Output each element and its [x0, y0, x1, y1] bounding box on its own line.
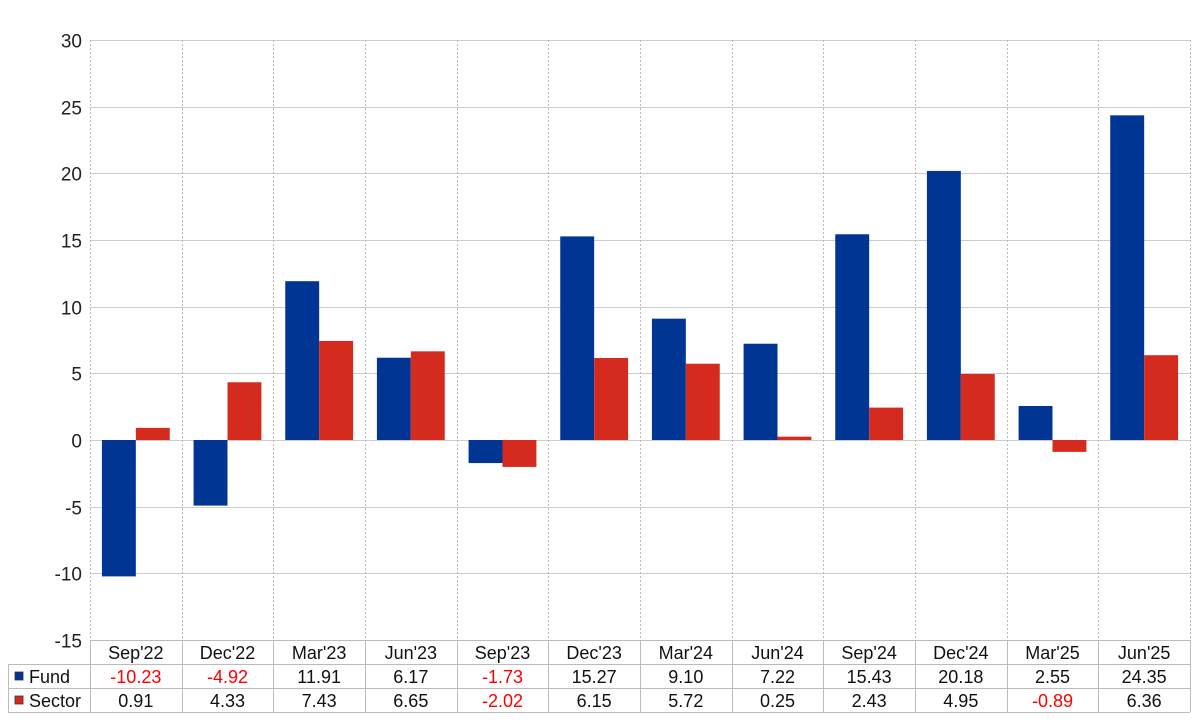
y-tick-label: 0 — [71, 432, 82, 453]
bar-fund — [1110, 115, 1145, 440]
bar-fund — [376, 357, 411, 440]
data-label-fund: 2.55 — [1035, 667, 1070, 687]
data-label-sector: 6.65 — [393, 691, 428, 711]
x-tick-label: Sep'23 — [475, 643, 531, 663]
bar-fund — [1018, 406, 1053, 440]
x-tick-label: Jun'23 — [385, 643, 437, 663]
bar-sector — [502, 440, 537, 467]
bar-fund — [101, 440, 136, 577]
bar-sector — [1052, 440, 1087, 452]
x-tick-label: Dec'24 — [933, 643, 988, 663]
x-tick-label: Sep'22 — [108, 643, 164, 663]
y-tick-label: -10 — [55, 565, 82, 586]
data-label-fund: 15.27 — [572, 667, 617, 687]
bar-fund — [193, 440, 228, 506]
bar-sector — [227, 382, 262, 440]
bar-sector — [319, 340, 354, 440]
y-tick-label: -15 — [55, 632, 82, 653]
y-tick-label: 20 — [61, 165, 82, 186]
data-label-sector: -0.89 — [1032, 691, 1073, 711]
y-axis: 30 25 20 15 10 5 0 -5 -10 -15 — [55, 32, 82, 653]
y-tick-label: 25 — [61, 99, 82, 120]
bar-fund — [743, 343, 778, 440]
x-tick-label: Mar'25 — [1025, 643, 1079, 663]
data-label-sector: 6.15 — [577, 691, 612, 711]
bar-sector — [960, 374, 995, 440]
data-label-fund: 20.18 — [938, 667, 983, 687]
bar-sector — [594, 358, 629, 440]
data-label-fund: -4.92 — [207, 667, 248, 687]
x-tick-label: Sep'24 — [841, 643, 897, 663]
data-label-fund: 6.17 — [393, 667, 428, 687]
bar-sector — [869, 407, 904, 440]
data-label-fund: 7.22 — [760, 667, 795, 687]
bar-sector — [777, 436, 812, 440]
data-label-sector: 7.43 — [302, 691, 337, 711]
bar-fund — [835, 234, 870, 440]
data-label-fund: -10.23 — [110, 667, 161, 687]
data-label-sector: 5.72 — [668, 691, 703, 711]
y-tick-label: 30 — [61, 32, 82, 53]
x-tick-label: Mar'23 — [292, 643, 346, 663]
legend-label-sector: Sector — [29, 691, 81, 711]
data-label-sector: -2.02 — [482, 691, 523, 711]
bar-fund — [560, 236, 595, 440]
bar-sector — [685, 363, 720, 440]
legend-swatch-sector — [14, 695, 24, 705]
data-label-sector: 2.43 — [852, 691, 887, 711]
bar-fund — [926, 170, 961, 440]
data-label-sector: 4.33 — [210, 691, 245, 711]
y-tick-label: 15 — [61, 232, 82, 253]
bar-sector — [1144, 355, 1179, 440]
data-label-sector: 4.95 — [943, 691, 978, 711]
y-tick-label: 5 — [71, 365, 82, 386]
legend-swatch-fund — [14, 671, 24, 681]
bars — [101, 115, 1179, 577]
bar-fund — [285, 281, 320, 440]
data-label-sector: 0.91 — [118, 691, 153, 711]
data-label-fund: 24.35 — [1122, 667, 1167, 687]
data-label-fund: 9.10 — [668, 667, 703, 687]
x-tick-label: Mar'24 — [659, 643, 713, 663]
y-tick-label: -5 — [65, 499, 82, 520]
legend-label-fund: Fund — [29, 667, 70, 687]
bar-sector — [410, 351, 445, 440]
bar-fund — [651, 318, 686, 440]
data-label-sector: 0.25 — [760, 691, 795, 711]
data-label-fund: 15.43 — [847, 667, 892, 687]
bar-sector — [135, 427, 170, 440]
x-tick-label: Dec'22 — [200, 643, 255, 663]
grid — [90, 40, 1191, 641]
data-table: Sep'22 Dec'22 Mar'23 Jun'23 Sep'23 Dec'23 Mar'… — [8, 640, 1191, 713]
bar-fund — [468, 440, 503, 464]
data-label-fund: -1.73 — [482, 667, 523, 687]
y-tick-label: 10 — [61, 299, 82, 320]
data-label-sector: 6.36 — [1127, 691, 1162, 711]
data-label-fund: 11.91 — [297, 667, 341, 687]
x-tick-label: Jun'24 — [751, 643, 803, 663]
x-tick-label: Jun'25 — [1118, 643, 1170, 663]
x-tick-label: Dec'23 — [566, 643, 621, 663]
